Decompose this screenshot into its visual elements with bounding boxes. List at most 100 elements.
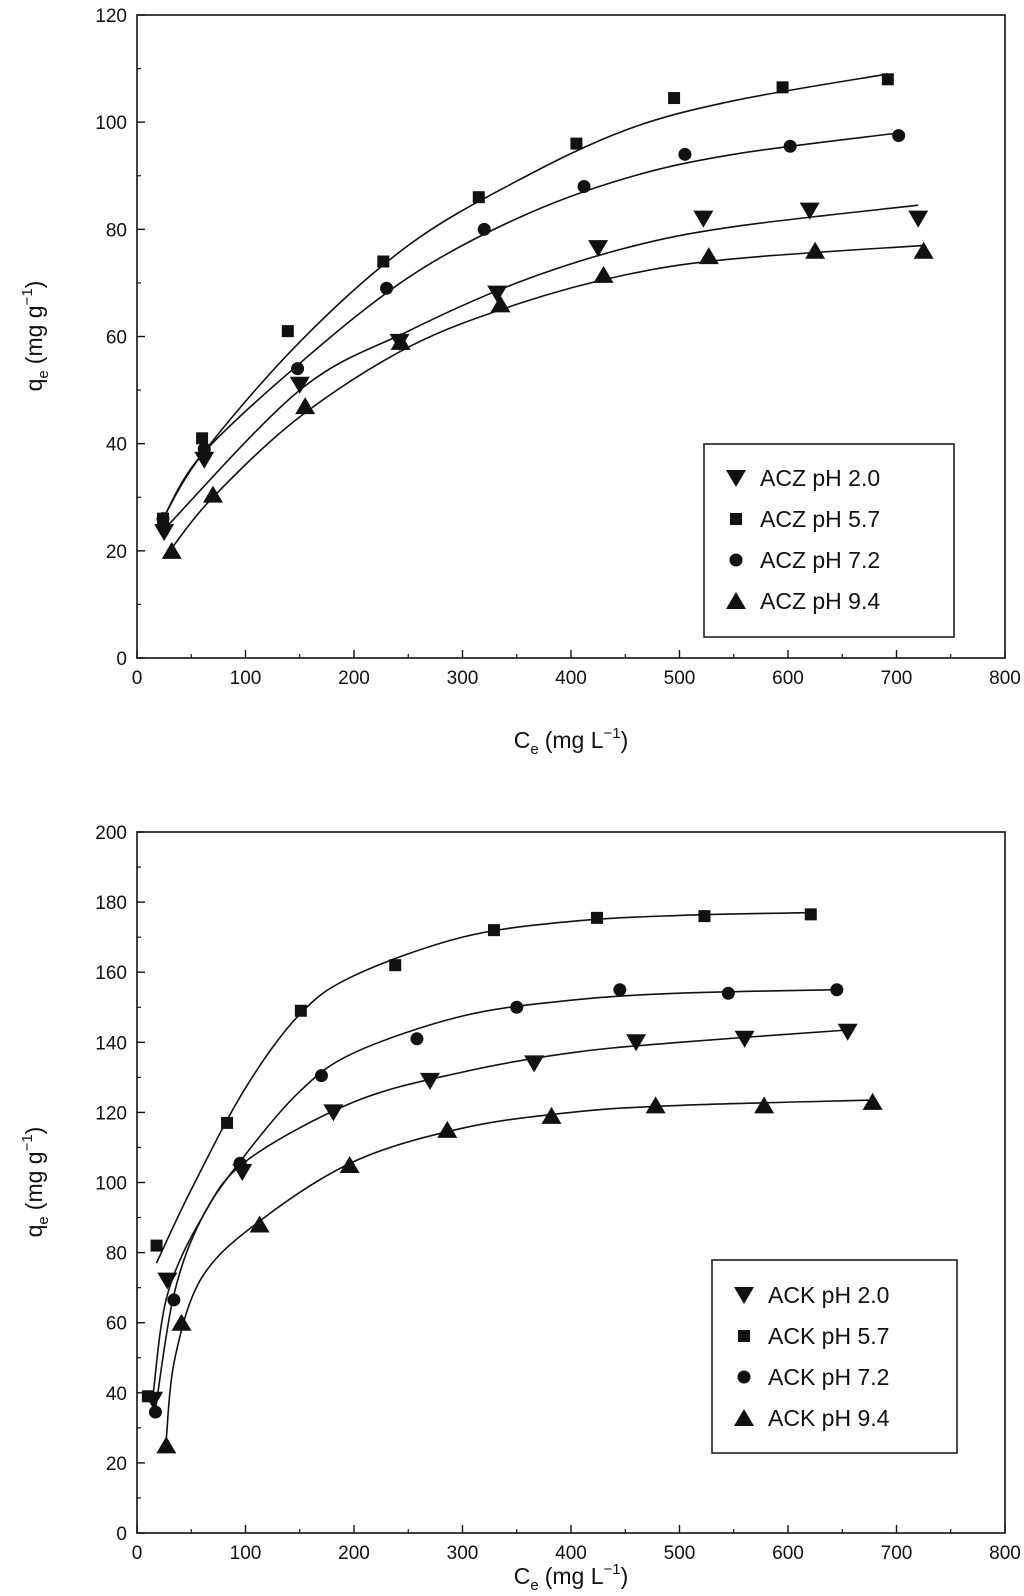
y-axis-title: qe(mg g−1) [19, 281, 52, 392]
data-point [291, 362, 305, 376]
y-tick-label: 0 [116, 1524, 127, 1545]
y-tick-label: 140 [95, 1033, 127, 1054]
data-point [678, 147, 692, 161]
legend-marker [734, 1409, 754, 1426]
data-point [908, 210, 929, 228]
x-tick-label: 200 [338, 1543, 370, 1564]
y-tick-label: 100 [95, 113, 127, 134]
legend-marker [737, 1370, 751, 1384]
data-point [477, 222, 491, 236]
x-tick-label: 800 [989, 668, 1021, 689]
data-point [377, 255, 390, 268]
y-tick-label: 60 [106, 328, 127, 349]
data-point [148, 1405, 162, 1419]
data-point [171, 1313, 192, 1331]
data-point [541, 1106, 562, 1124]
y-tick-label: 180 [95, 893, 127, 914]
data-point [289, 376, 310, 394]
data-point [591, 911, 604, 924]
y-tick-label: 80 [106, 220, 127, 241]
data-point [613, 983, 627, 997]
data-point [490, 295, 511, 313]
y-tick-label: 20 [106, 1454, 127, 1475]
y-tick-label: 20 [106, 542, 127, 563]
x-tick-label: 400 [555, 1543, 587, 1564]
legend-label: ACZ pH 5.7 [760, 506, 880, 532]
data-point [339, 1155, 360, 1173]
data-point [472, 191, 485, 204]
data-point [437, 1120, 458, 1138]
data-point [487, 924, 500, 937]
data-point [389, 959, 402, 972]
data-point [157, 1272, 178, 1290]
legend-marker [734, 1287, 754, 1304]
data-point [510, 1000, 524, 1014]
data-point [410, 1032, 424, 1046]
x-tick-label: 400 [555, 668, 587, 689]
data-point [693, 210, 714, 228]
fit-curve [163, 204, 919, 530]
data-point [154, 524, 175, 542]
fit-curve [171, 244, 924, 549]
x-tick-label: 100 [230, 668, 262, 689]
data-point [804, 908, 817, 921]
x-tick-label: 600 [772, 668, 804, 689]
data-point [390, 332, 411, 350]
fit-curve [162, 132, 899, 520]
data-point [233, 1156, 247, 1170]
legend-label: ACZ pH 9.4 [760, 588, 880, 614]
legend-marker [726, 592, 746, 609]
data-point [249, 1215, 270, 1233]
data-marks [154, 73, 934, 559]
data-point [721, 986, 735, 1000]
data-point [645, 1096, 666, 1114]
y-tick-label: 40 [106, 435, 127, 456]
y-tick-label: 100 [95, 1174, 127, 1195]
data-point [323, 1104, 344, 1122]
data-point [783, 139, 797, 153]
y-tick-label: 120 [95, 6, 127, 27]
x-tick-label: 300 [447, 1543, 479, 1564]
y-tick-label: 120 [95, 1103, 127, 1124]
y-tick-label: 80 [106, 1244, 127, 1265]
data-point [830, 983, 844, 997]
x-tick-label: 500 [664, 668, 696, 689]
x-axis-title: Ce (mg L−1) [514, 1561, 629, 1594]
x-tick-label: 500 [664, 1543, 696, 1564]
data-point [837, 1023, 858, 1041]
data-point [668, 92, 681, 105]
data-point [194, 451, 215, 469]
data-point [776, 81, 789, 94]
data-point [881, 73, 894, 86]
legend-marker [730, 513, 742, 525]
data-point [577, 179, 591, 193]
x-tick-label: 0 [132, 668, 143, 689]
data-point [202, 485, 223, 503]
legend-marker [738, 1330, 750, 1342]
x-tick-label: 100 [230, 1543, 262, 1564]
x-tick-label: 0 [132, 1543, 143, 1564]
fit-curve [155, 911, 811, 1264]
legend-label: ACK pH 7.2 [768, 1364, 889, 1390]
y-tick-label: 160 [95, 963, 127, 984]
axis-ticks: 0 100 200 300 400 500 600 700 800 0 20 40 60 80 100 120… [95, 823, 1021, 1564]
data-point [570, 137, 583, 150]
data-point [588, 240, 609, 258]
legend-label: ACZ pH 2.0 [760, 465, 880, 491]
x-tick-label: 600 [772, 1543, 804, 1564]
axis-ticks: 0 100 200 300 400 500 600 700 800 0 20 40 60 80 100 120 [95, 6, 1021, 689]
legend-label: ACK pH 9.4 [768, 1405, 890, 1431]
legend-marker [729, 553, 743, 567]
data-point [419, 1072, 440, 1090]
data-point [593, 265, 614, 283]
data-point [150, 1239, 163, 1252]
data-point [197, 442, 211, 456]
data-point [380, 281, 394, 295]
y-tick-label: 0 [116, 649, 127, 670]
data-point [862, 1092, 883, 1110]
chart-acz: 0 100 200 300 400 500 600 700 800 0 20 40 60 80 100 120… [19, 6, 1021, 758]
legend: ACK pH 2.0 ACK pH 5.7 ACK pH 7.2 ACK pH 9.4 [711, 1259, 958, 1454]
legend-marker [726, 470, 746, 487]
legend-box [711, 1259, 958, 1454]
